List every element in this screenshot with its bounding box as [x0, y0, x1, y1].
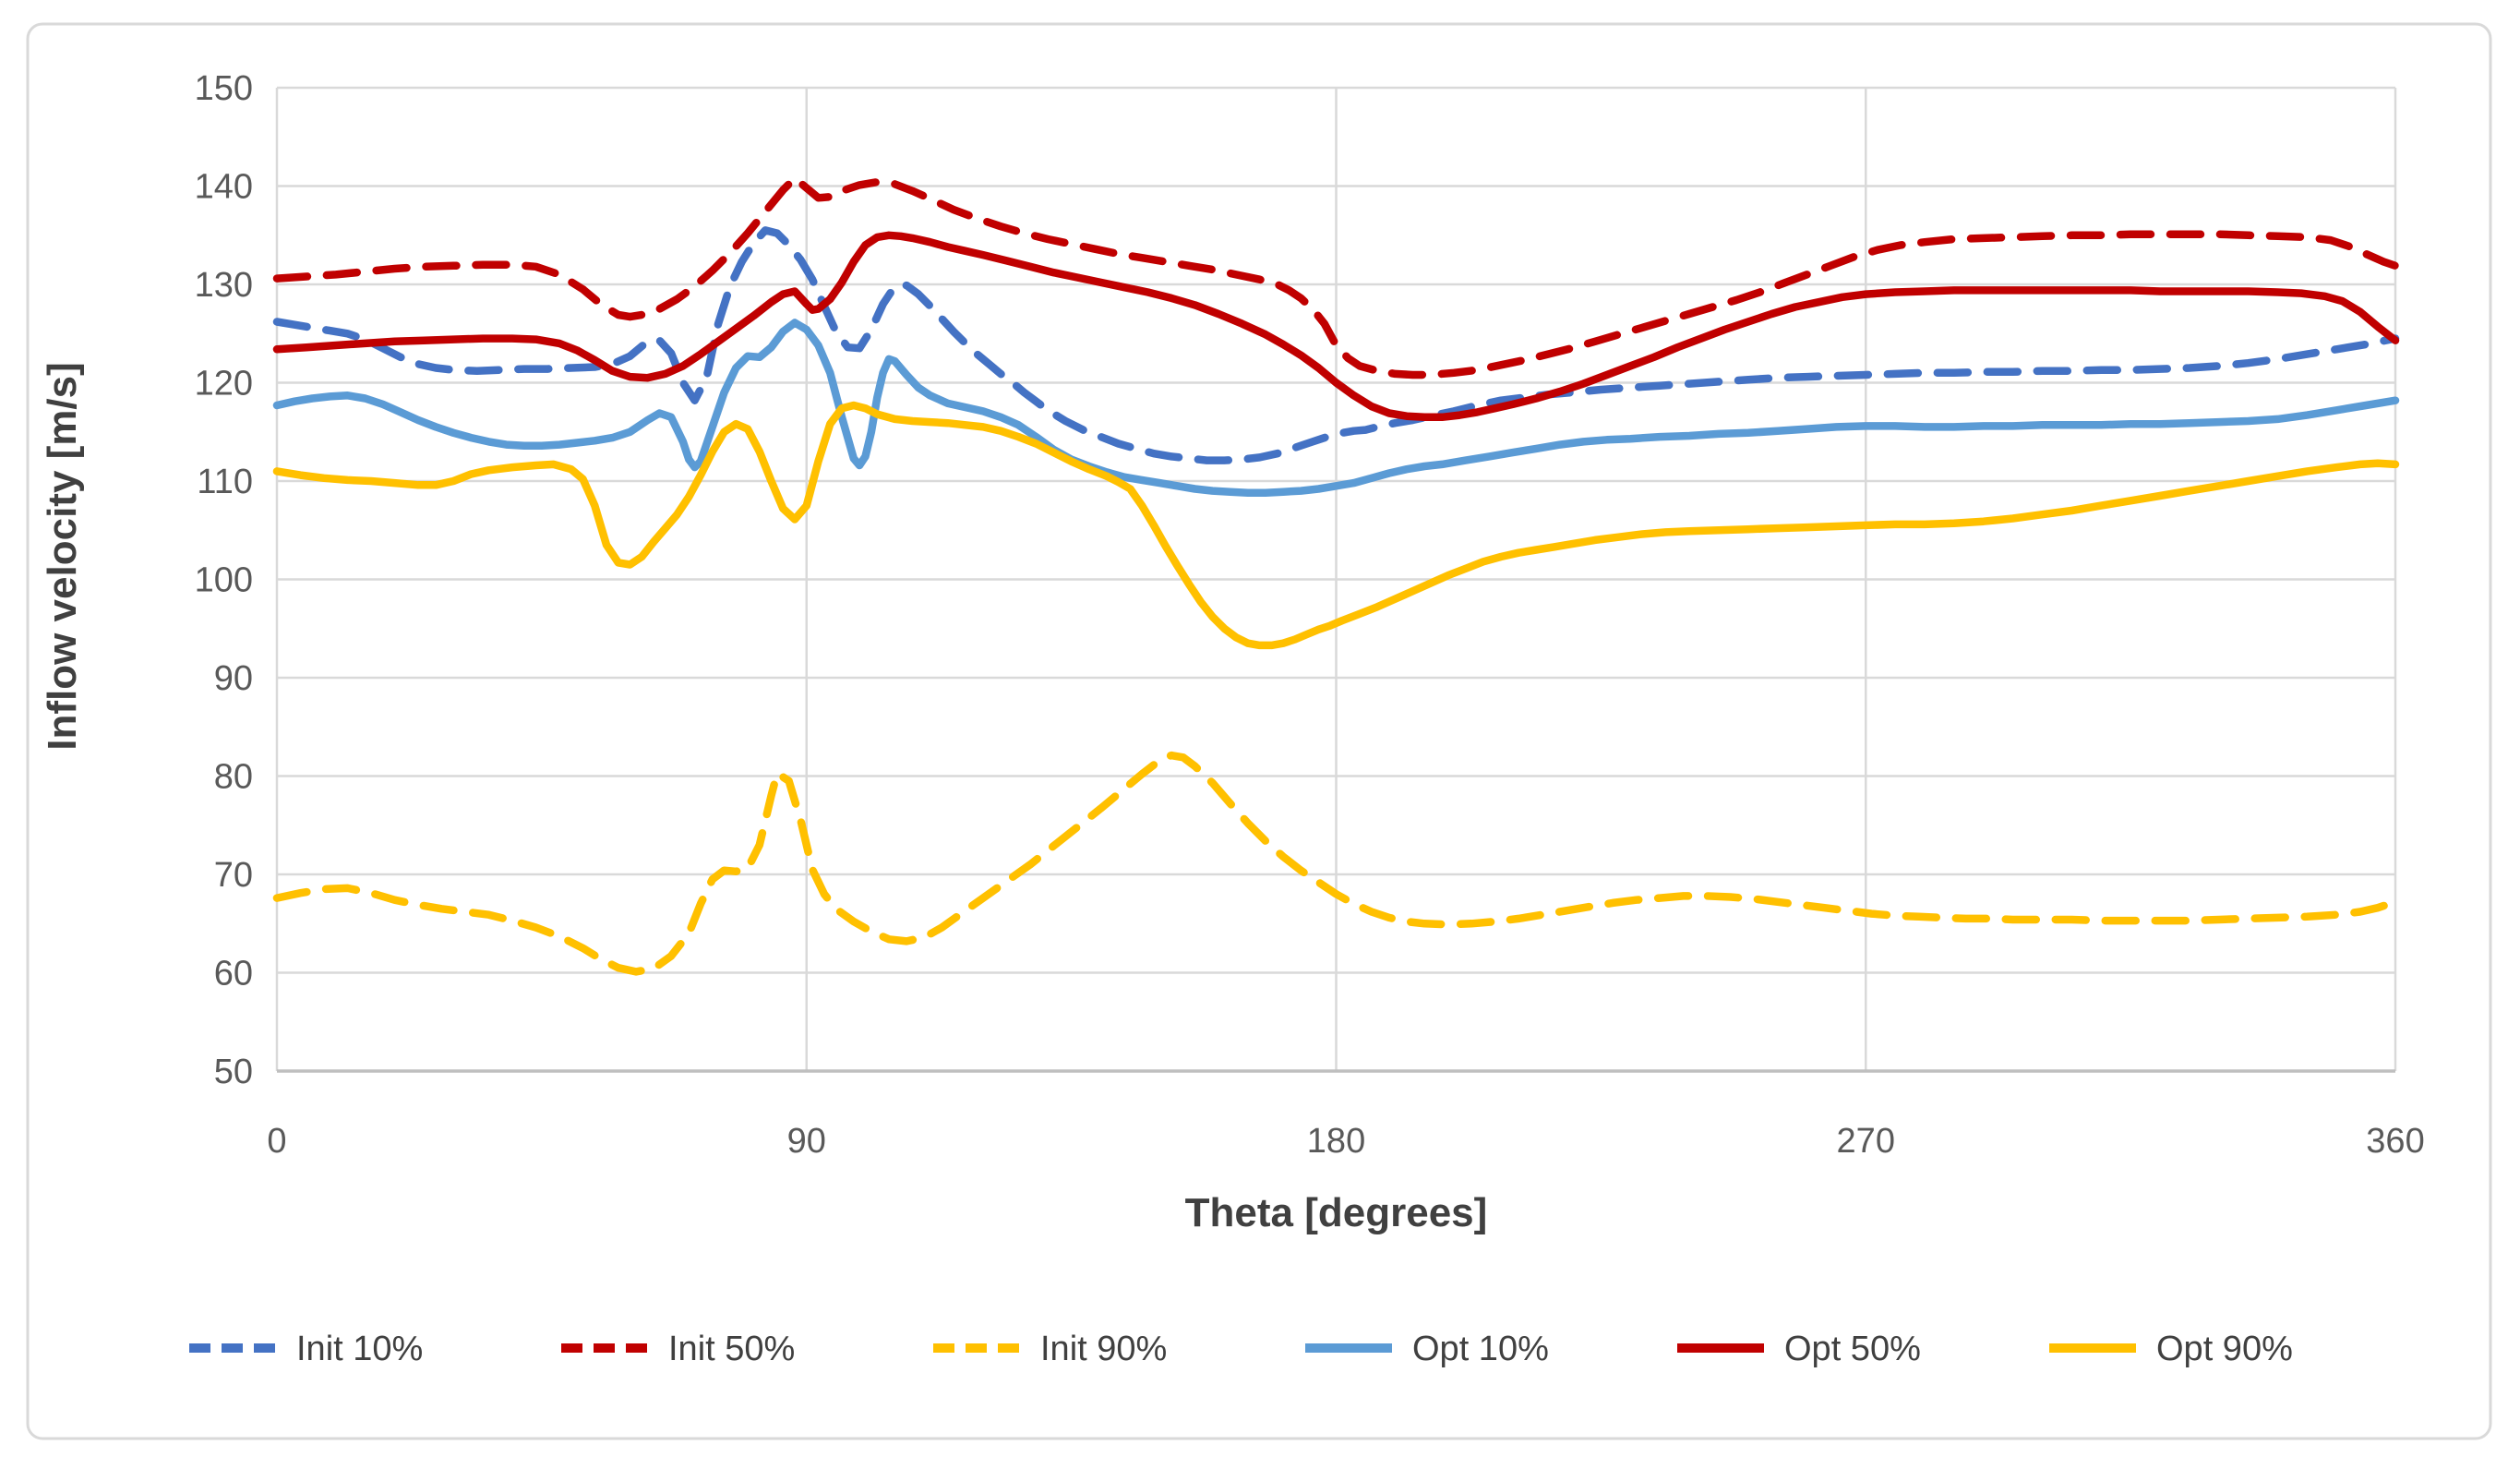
legend-item-init-50: Init 50% — [561, 1330, 795, 1368]
legend-item-opt-10: Opt 10% — [1305, 1330, 1549, 1368]
y-tick-label-140: 140 — [195, 168, 253, 207]
y-tick-label-80: 80 — [214, 758, 253, 797]
y-axis-title: Inflow velocity [m/s] — [40, 362, 85, 751]
gridlines — [275, 86, 2397, 1073]
x-tick-label-90: 90 — [787, 1122, 826, 1161]
legend-item-opt-50: Opt 50% — [1677, 1330, 1921, 1368]
data-series — [272, 174, 2400, 976]
x-tick-label-360: 360 — [2366, 1122, 2424, 1161]
series-opt-10 — [272, 319, 2400, 498]
series-init-90 — [272, 751, 2400, 976]
series-opt-90 — [272, 401, 2400, 650]
legend-item-opt-90: Opt 90% — [2049, 1330, 2293, 1368]
y-tick-label-60: 60 — [214, 955, 253, 993]
y-tick-label-130: 130 — [195, 266, 253, 305]
series-init-10 — [272, 226, 2400, 464]
legend-label-opt-90: Opt 90% — [2156, 1330, 2293, 1368]
legend-item-init-90: Init 90% — [933, 1330, 1167, 1368]
legend: Init 10% Init 50% Init 90% Opt 10% Opt 50% Op… — [189, 1330, 2293, 1368]
legend-label-init-10: Init 10% — [296, 1330, 423, 1368]
legend-label-opt-10: Opt 10% — [1412, 1330, 1549, 1368]
x-axis-tick-labels: 0 90 180 270 360 — [267, 1122, 2424, 1161]
y-tick-label-70: 70 — [214, 856, 253, 895]
y-tick-label-90: 90 — [214, 659, 253, 698]
y-tick-label-150: 150 — [195, 69, 253, 108]
legend-label-opt-50: Opt 50% — [1784, 1330, 1921, 1368]
y-tick-label-50: 50 — [214, 1053, 253, 1091]
y-tick-label-120: 120 — [195, 365, 253, 403]
y-tick-label-110: 110 — [197, 463, 253, 501]
legend-label-init-50: Init 50% — [668, 1330, 795, 1368]
legend-item-init-10: Init 10% — [189, 1330, 423, 1368]
legend-label-init-90: Init 90% — [1040, 1330, 1167, 1368]
x-axis-title: Theta [degrees] — [1185, 1190, 1488, 1235]
x-tick-label-270: 270 — [1837, 1122, 1895, 1161]
series-opt-50 — [272, 231, 2400, 422]
x-tick-label-0: 0 — [267, 1122, 286, 1161]
series-init-50 — [272, 174, 2400, 379]
x-tick-label-180: 180 — [1307, 1122, 1365, 1161]
y-tick-label-100: 100 — [195, 561, 253, 600]
y-axis-tick-labels: 50 60 70 80 90 100 110 120 130 140 150 — [195, 69, 253, 1091]
